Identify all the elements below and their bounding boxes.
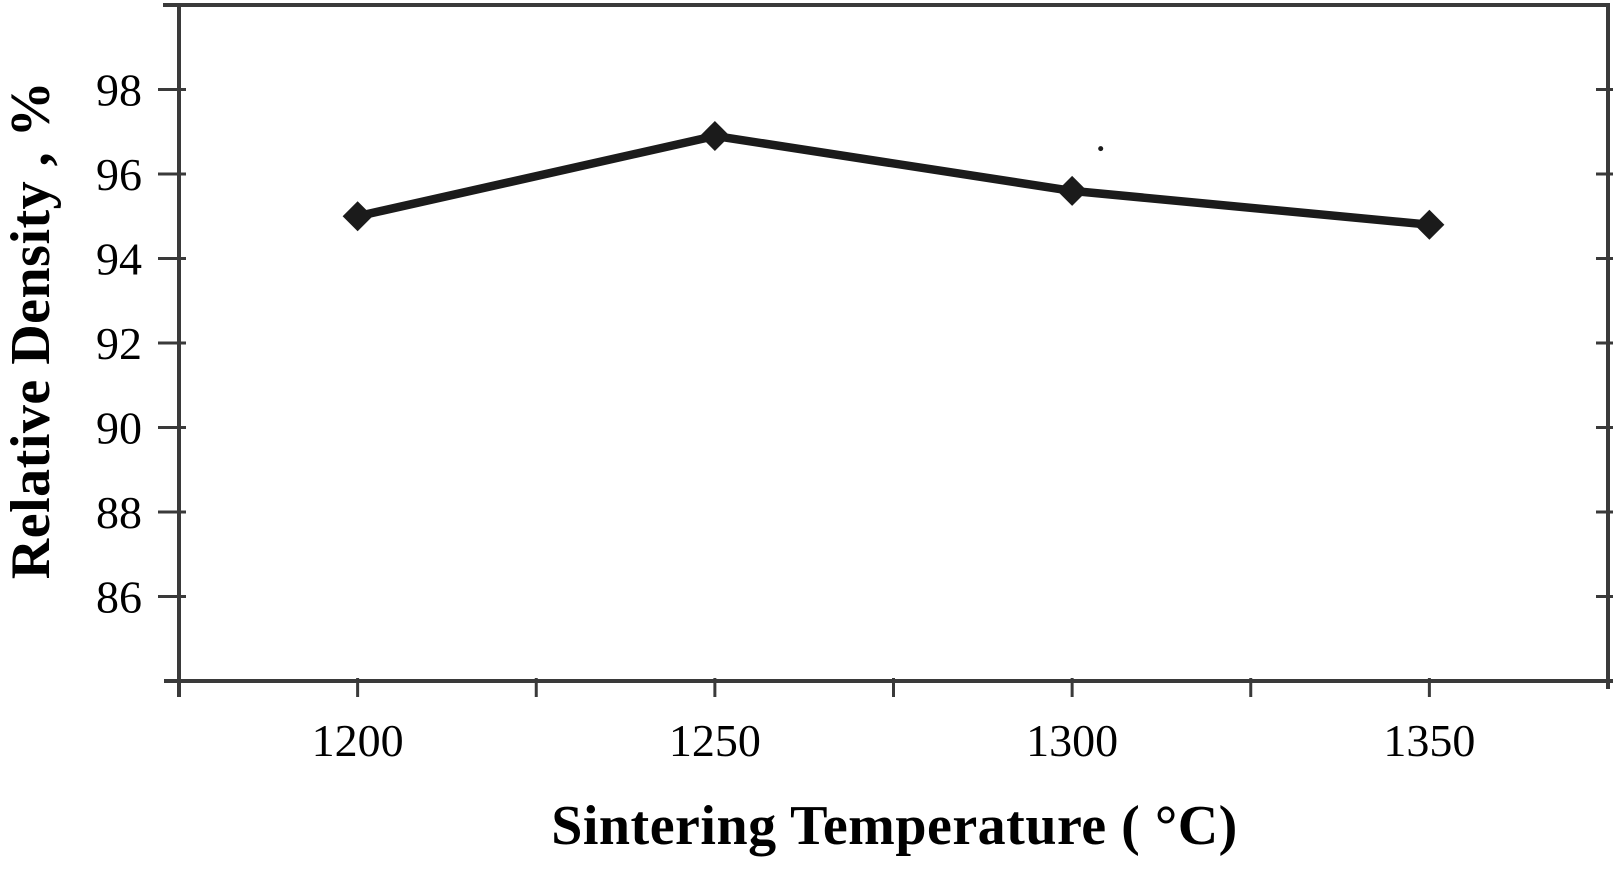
x-tick-label: 1350 [1383,715,1475,766]
x-tick-label: 1250 [669,715,761,766]
data-point-marker [1057,175,1088,206]
y-tick-label: 98 [96,65,142,116]
data-point-marker [342,201,373,232]
y-tick-label: 86 [96,572,142,623]
data-point-marker [1414,209,1445,240]
y-axis-title: Relative Density , % [0,80,62,580]
x-tick-label: 1300 [1026,715,1118,766]
stray-dot [1098,146,1104,152]
y-tick-label: 96 [96,149,142,200]
x-tick-label: 1200 [312,715,404,766]
y-tick-label: 90 [96,403,142,454]
density-line [353,131,1434,229]
data-point-marker [699,120,730,151]
y-tick-label: 88 [96,487,142,538]
y-tick-label: 94 [96,234,142,285]
y-tick-label: 92 [96,318,142,369]
x-axis-title: Sintering Temperature ( °C) [551,795,1238,857]
